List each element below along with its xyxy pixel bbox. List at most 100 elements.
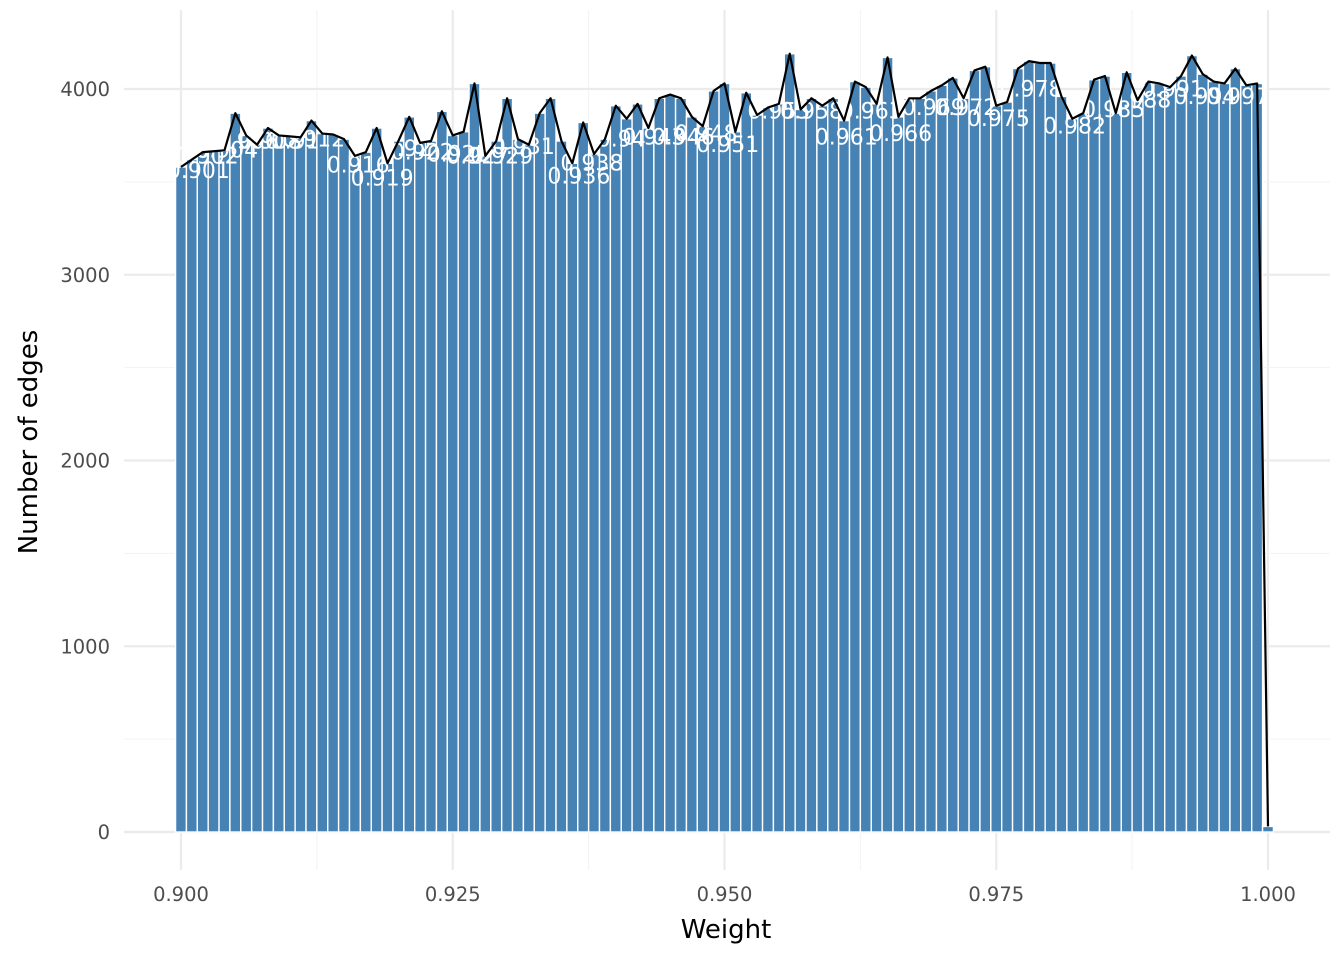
bar-labels: 0.9010.9020.9040.9060.9080.910.9120.9160… (167, 77, 1269, 191)
bar (305, 119, 318, 833)
bar (620, 118, 633, 833)
bar (1153, 82, 1166, 833)
bar (772, 103, 785, 833)
bar-label: 0.943 (622, 126, 685, 151)
frequency-polyline (180, 52, 1270, 827)
bar (729, 131, 742, 833)
bar (1218, 82, 1231, 833)
bar (892, 116, 905, 833)
frequency-line (180, 52, 1270, 827)
bar-label: 0.902 (176, 144, 239, 169)
bar (696, 125, 709, 833)
bar (816, 105, 829, 833)
bar (1174, 75, 1188, 833)
bar (490, 140, 503, 833)
bar (859, 86, 872, 833)
bar (1250, 82, 1264, 833)
y-tick-label: 0 (98, 821, 110, 844)
bar (1131, 99, 1144, 833)
bar (1044, 62, 1057, 833)
bar (337, 138, 351, 833)
bar (870, 103, 883, 833)
bar-label: 0.975 (967, 107, 1030, 132)
bar (207, 150, 220, 833)
bar (848, 80, 862, 833)
bar (1087, 79, 1101, 833)
bar (1120, 71, 1133, 833)
axis-ticks: 0.900 0.925 0.950 0.975 1.000 0 1000 2000 3000 40… (60, 78, 1296, 906)
bar (414, 142, 427, 833)
bar (370, 127, 383, 833)
bar (392, 140, 405, 833)
bar (577, 121, 590, 833)
bar (935, 84, 949, 833)
bar-label: 0.951 (696, 133, 759, 158)
bar (946, 77, 959, 833)
bar (348, 155, 362, 833)
bar (631, 103, 644, 833)
bar (316, 132, 329, 833)
bar (1185, 54, 1199, 833)
x-tick-label: 0.975 (968, 883, 1024, 906)
bar (1055, 95, 1068, 833)
bar (740, 92, 753, 833)
bar (609, 105, 622, 833)
bar (435, 110, 449, 833)
bar (914, 97, 927, 833)
bars (174, 53, 1275, 833)
bar (979, 66, 992, 833)
bar (468, 82, 481, 833)
bar (533, 112, 546, 833)
bar (566, 162, 579, 833)
bar-label: 0.916 (327, 154, 390, 179)
bar (1261, 825, 1275, 833)
bar-label: 0.972 (934, 96, 997, 121)
bar (1207, 80, 1220, 833)
bar (381, 162, 394, 833)
bar (1240, 84, 1253, 833)
bar (174, 166, 188, 833)
bar (968, 69, 981, 833)
bar (457, 131, 470, 833)
bar-label: 0.997 (1206, 85, 1269, 110)
bar-label: 0.938 (560, 152, 623, 177)
bar-label: 0.936 (547, 165, 610, 190)
bar-label: 0.958 (780, 100, 843, 125)
bar (1033, 62, 1046, 833)
bar (1098, 75, 1112, 833)
y-tick-label: 4000 (60, 78, 110, 101)
x-tick-label: 1.000 (1240, 883, 1296, 906)
bar (218, 149, 231, 833)
x-tick-label: 0.950 (697, 883, 753, 906)
bar (761, 106, 775, 833)
bar (990, 105, 1003, 833)
bar (924, 90, 938, 833)
bar-label: 0.966 (869, 122, 932, 147)
bar-label: 0.946 (652, 126, 715, 151)
bar-label: 0.927 (446, 144, 509, 169)
bar (794, 108, 807, 833)
bar-label: 0.919 (351, 167, 414, 192)
bar (718, 82, 731, 833)
bar (674, 97, 688, 833)
bar (327, 133, 340, 833)
bar (1011, 67, 1025, 833)
bar-label: 0.901 (167, 159, 230, 184)
bar (294, 136, 307, 833)
bar (1077, 112, 1090, 833)
bar (1109, 112, 1122, 833)
bar (424, 140, 438, 833)
bar (229, 112, 242, 833)
bar (1164, 86, 1177, 833)
bar (903, 97, 916, 833)
bar (598, 138, 612, 833)
bar-label: 0.925 (427, 142, 490, 167)
bar (544, 97, 557, 833)
bar (664, 93, 677, 833)
bar (805, 97, 818, 833)
bar (511, 138, 525, 833)
bar (653, 97, 666, 833)
bar (837, 119, 851, 833)
bar (522, 144, 535, 833)
